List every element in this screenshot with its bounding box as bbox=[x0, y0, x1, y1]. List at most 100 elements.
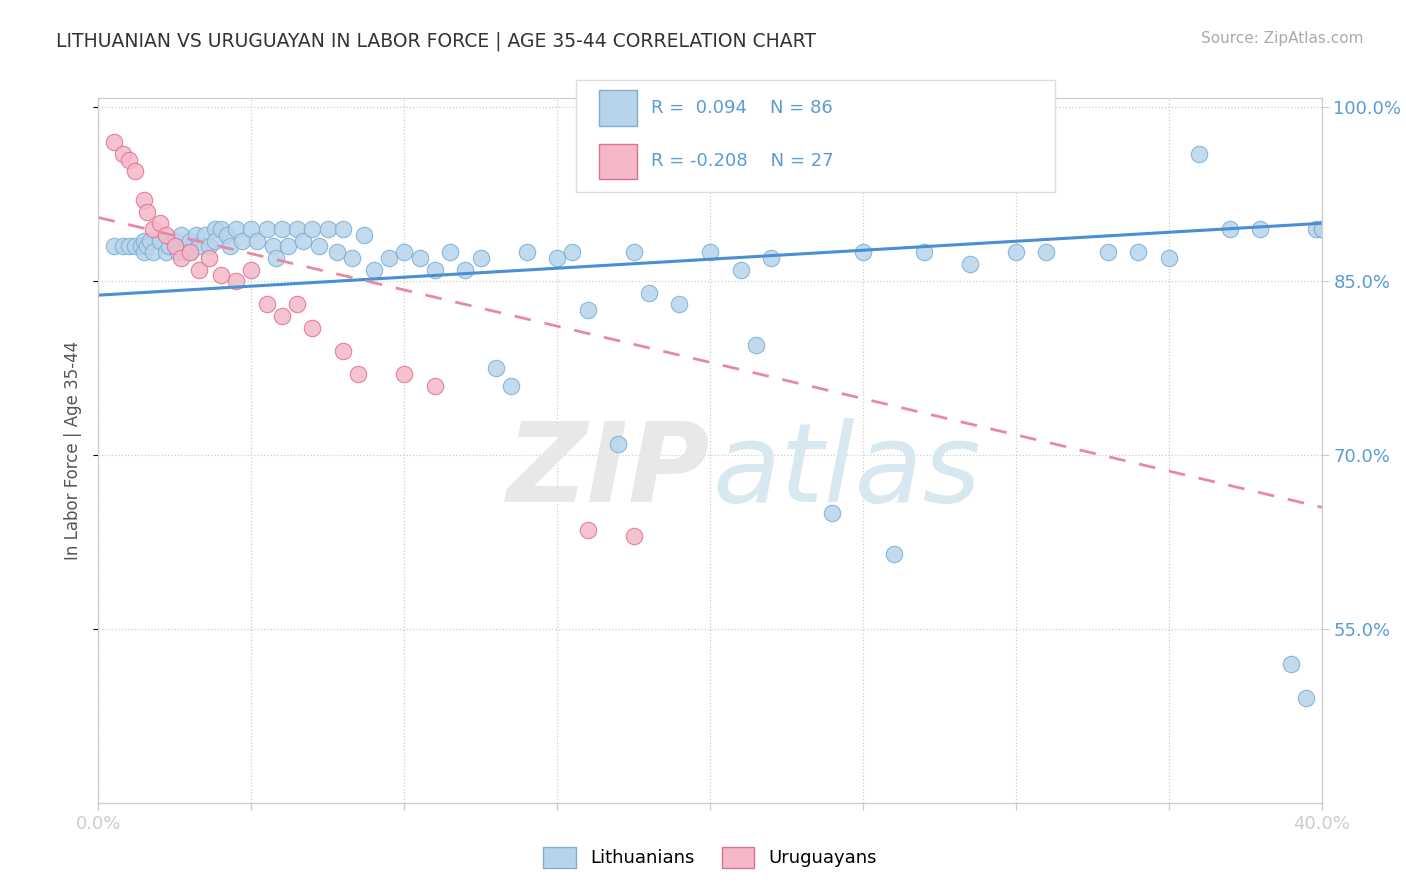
Point bbox=[240, 262, 263, 277]
Point bbox=[316, 222, 339, 236]
Point bbox=[179, 245, 201, 260]
Point bbox=[129, 239, 152, 253]
Point bbox=[111, 239, 134, 253]
Text: LITHUANIAN VS URUGUAYAN IN LABOR FORCE | AGE 35-44 CORRELATION CHART: LITHUANIAN VS URUGUAYAN IN LABOR FORCE |… bbox=[56, 31, 817, 51]
Point bbox=[423, 262, 446, 277]
Point bbox=[912, 245, 935, 260]
Point bbox=[353, 227, 375, 242]
Point bbox=[821, 506, 844, 520]
Point bbox=[959, 257, 981, 271]
Point bbox=[225, 274, 247, 288]
Point bbox=[197, 239, 219, 253]
Point bbox=[485, 361, 508, 376]
Point bbox=[157, 239, 180, 253]
Point bbox=[332, 343, 354, 358]
Point bbox=[124, 164, 146, 178]
Point bbox=[332, 222, 354, 236]
Point bbox=[277, 239, 299, 253]
Point bbox=[576, 303, 599, 318]
Point bbox=[124, 239, 146, 253]
Point bbox=[163, 239, 186, 253]
Point bbox=[155, 245, 177, 260]
Point bbox=[285, 297, 308, 311]
Point bbox=[1310, 222, 1333, 236]
Point bbox=[883, 547, 905, 561]
Point bbox=[167, 245, 190, 260]
Point bbox=[454, 262, 477, 277]
Point bbox=[1249, 222, 1271, 236]
Point bbox=[209, 268, 232, 283]
Point bbox=[1035, 245, 1057, 260]
Point bbox=[301, 222, 323, 236]
Point bbox=[363, 262, 385, 277]
Text: atlas: atlas bbox=[713, 418, 981, 525]
Text: R = -0.208    N = 27: R = -0.208 N = 27 bbox=[651, 153, 834, 170]
Point bbox=[378, 251, 401, 265]
Text: Source: ZipAtlas.com: Source: ZipAtlas.com bbox=[1201, 31, 1364, 46]
Point bbox=[392, 367, 416, 381]
Point bbox=[139, 234, 162, 248]
Point bbox=[285, 222, 308, 236]
Point bbox=[1279, 657, 1302, 671]
Point bbox=[1004, 245, 1026, 260]
Point bbox=[699, 245, 721, 260]
Point bbox=[423, 378, 446, 392]
Point bbox=[1097, 245, 1119, 260]
Point bbox=[179, 245, 201, 260]
Point bbox=[852, 245, 875, 260]
Point bbox=[392, 245, 416, 260]
Point bbox=[163, 234, 186, 248]
Point bbox=[103, 239, 125, 253]
Point bbox=[607, 436, 630, 450]
Point bbox=[215, 227, 238, 242]
Point bbox=[501, 378, 523, 392]
Point bbox=[111, 146, 134, 161]
Point bbox=[197, 251, 219, 265]
Text: ZIP: ZIP bbox=[506, 418, 710, 525]
Point bbox=[170, 227, 193, 242]
Point bbox=[134, 245, 156, 260]
Point bbox=[118, 153, 141, 167]
Point bbox=[179, 234, 201, 248]
Point bbox=[134, 193, 156, 207]
Point bbox=[240, 222, 263, 236]
Text: R =  0.094    N = 86: R = 0.094 N = 86 bbox=[651, 99, 832, 117]
Point bbox=[1305, 222, 1327, 236]
Point bbox=[186, 227, 208, 242]
Point bbox=[301, 320, 323, 334]
Point bbox=[219, 239, 242, 253]
Point bbox=[173, 245, 195, 260]
Point bbox=[308, 239, 330, 253]
Point bbox=[1295, 691, 1317, 706]
Point bbox=[149, 216, 172, 230]
Point bbox=[142, 222, 165, 236]
Point bbox=[264, 251, 287, 265]
Point bbox=[149, 234, 172, 248]
Point bbox=[209, 222, 232, 236]
Point bbox=[270, 222, 292, 236]
Y-axis label: In Labor Force | Age 35-44: In Labor Force | Age 35-44 bbox=[65, 341, 83, 560]
Point bbox=[118, 239, 141, 253]
Point bbox=[623, 529, 645, 543]
Point bbox=[1310, 222, 1333, 236]
Point bbox=[576, 524, 599, 538]
Point bbox=[188, 239, 211, 253]
Point bbox=[326, 245, 349, 260]
Point bbox=[668, 297, 690, 311]
Point bbox=[347, 367, 370, 381]
Point bbox=[1157, 251, 1180, 265]
Point bbox=[103, 135, 125, 149]
Point bbox=[270, 309, 292, 323]
Point bbox=[188, 262, 211, 277]
Point bbox=[342, 251, 364, 265]
Point bbox=[246, 234, 269, 248]
Point bbox=[516, 245, 538, 260]
Point bbox=[546, 251, 568, 265]
Point bbox=[256, 297, 278, 311]
Point bbox=[204, 234, 226, 248]
Legend: Lithuanians, Uruguayans: Lithuanians, Uruguayans bbox=[536, 839, 884, 875]
Point bbox=[637, 285, 661, 300]
Point bbox=[408, 251, 430, 265]
Point bbox=[170, 251, 193, 265]
Point bbox=[623, 245, 645, 260]
